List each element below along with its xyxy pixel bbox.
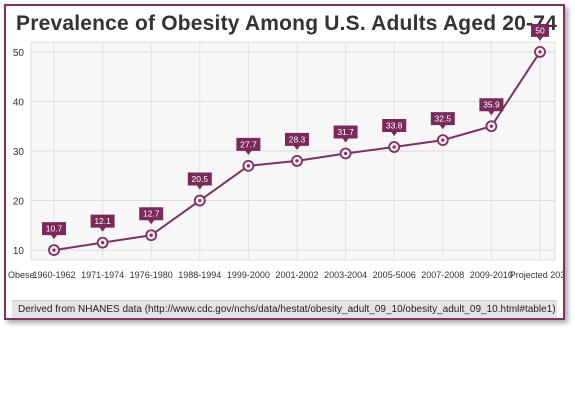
data-label: 28.3 [289, 134, 306, 144]
chart-title: Prevalence of Obesity Among U.S. Adults … [16, 12, 557, 35]
data-point-center [52, 248, 56, 252]
data-label: 27.7 [240, 139, 257, 149]
data-label: 20.5 [192, 174, 209, 184]
y-tick-label: 40 [13, 97, 25, 108]
data-point-center [344, 151, 348, 156]
x-tick-label: 1999-2000 [227, 270, 270, 280]
x-tick-label: 1971-1974 [81, 270, 124, 280]
source-note: Derived from NHANES data (http://www.cdc… [12, 300, 557, 318]
y-tick-label: 30 [13, 147, 25, 158]
data-label-box [42, 222, 66, 240]
data-point-center [538, 50, 542, 54]
data-point-center [101, 241, 105, 245]
data-label: 50 [535, 25, 545, 35]
data-point-center [198, 198, 202, 203]
data-label-box [430, 112, 455, 130]
x-tick-label: 2009-2010 [470, 270, 513, 280]
data-point-center [441, 138, 445, 142]
data-label-box [90, 214, 115, 232]
data-label-box [139, 207, 164, 225]
x-axis-prefix: Obese [8, 270, 35, 280]
x-tick-label: 1976-1980 [130, 270, 173, 280]
data-label: 32.5 [435, 114, 452, 124]
data-label-box [187, 172, 212, 190]
data-label: 35.9 [483, 100, 500, 110]
data-label-box [531, 23, 549, 41]
data-label-box [382, 119, 407, 137]
data-label-box [333, 125, 358, 143]
x-tick-label: 1960-1962 [32, 270, 75, 280]
x-tick-label: 2007-2008 [421, 270, 464, 280]
data-label: 10.7 [46, 224, 63, 234]
y-tick-label: 10 [13, 246, 25, 257]
data-point-center [392, 145, 396, 149]
x-tick-label: 1988-1994 [178, 270, 221, 280]
x-tick-label: 2005-5006 [373, 270, 416, 280]
chart-frame: Prevalence of Obesity Among U.S. Adults … [4, 4, 565, 320]
x-tick-label: 2001-2002 [275, 270, 318, 280]
data-label-box [285, 132, 309, 150]
data-label: 33.8 [386, 121, 403, 131]
data-point-center [489, 124, 493, 128]
data-label-box [479, 98, 504, 116]
data-point-center [149, 233, 153, 237]
data-label: 31.7 [337, 127, 354, 137]
data-point-center [295, 159, 299, 163]
data-point-center [246, 164, 250, 168]
data-label: 12.1 [94, 216, 111, 226]
x-tick-label: 2003-2004 [324, 270, 367, 280]
data-label: 12.7 [143, 209, 160, 219]
y-tick-label: 50 [13, 48, 25, 59]
y-tick-label: 20 [13, 197, 25, 208]
data-label-box [236, 137, 261, 155]
